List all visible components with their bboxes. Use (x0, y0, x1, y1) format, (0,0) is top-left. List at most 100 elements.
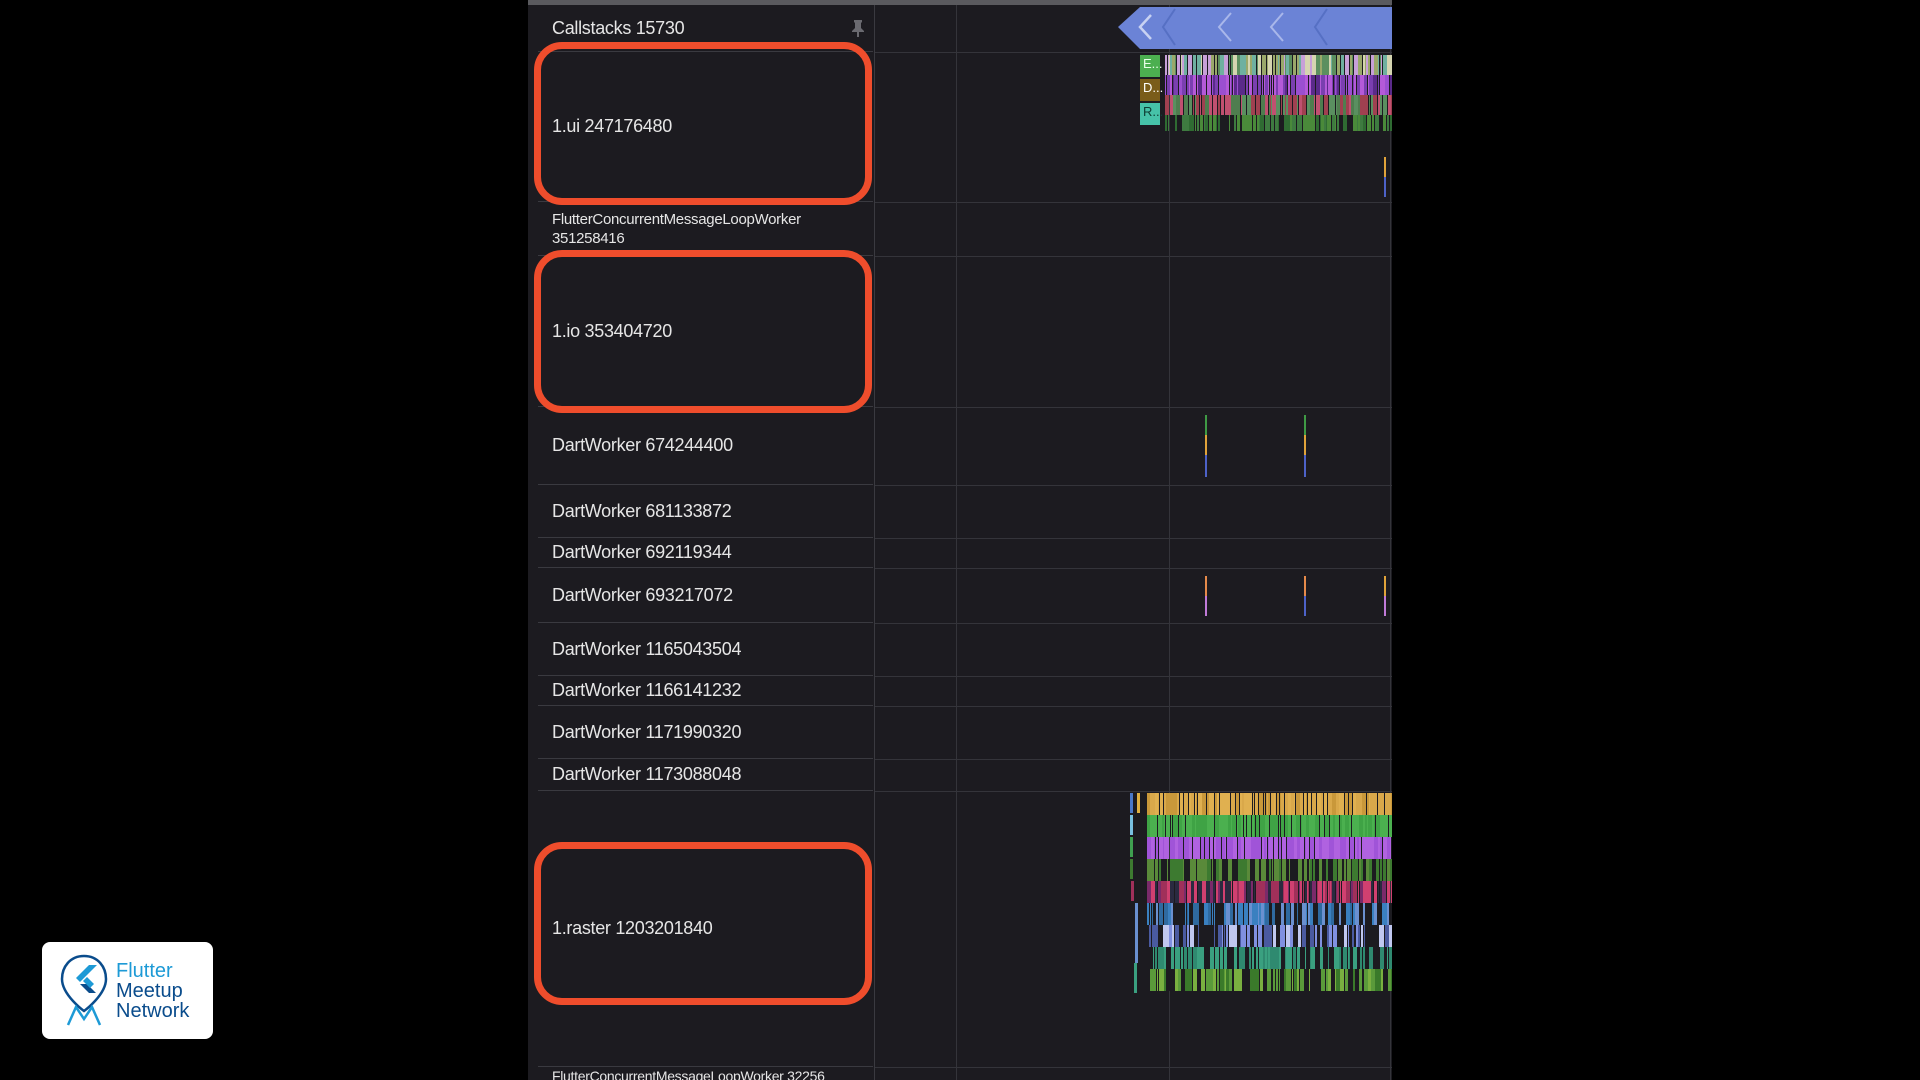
flame-segment (1243, 969, 1247, 991)
column-divider[interactable] (874, 5, 875, 1080)
flame-segment (1248, 903, 1249, 925)
callstack-track[interactable] (875, 5, 1392, 52)
flame-segment (1197, 947, 1200, 969)
flame-segment (1197, 75, 1198, 95)
flame-segment (1313, 903, 1317, 925)
flame-segment (1305, 55, 1306, 75)
flame-segment (1208, 925, 1212, 947)
thread-row-dartworker[interactable]: DartWorker 1165043504 (538, 623, 873, 676)
flame-segment (1330, 815, 1333, 837)
flame-segment (1242, 75, 1245, 95)
flame-segment (1188, 947, 1192, 969)
frame-event[interactable]: R... (1140, 103, 1163, 125)
flame-segment (1241, 95, 1242, 115)
flame-segment (1316, 969, 1320, 991)
ui-flame-chart[interactable] (875, 52, 1392, 202)
flame-segment (1188, 55, 1192, 75)
flame-segment (1201, 969, 1205, 991)
flame-segment (1230, 75, 1231, 95)
flame-segment (1391, 881, 1392, 903)
thread-row-concurrent-worker[interactable]: FlutterConcurrentMessageLoopWorker 35125… (538, 202, 873, 256)
thread-row-dartworker[interactable]: DartWorker 1166141232 (538, 676, 873, 706)
flame-segment (1306, 837, 1308, 859)
flame-segment (1234, 75, 1237, 95)
thread-row-raster[interactable]: 1.raster 1203201840 (538, 791, 873, 1067)
frame-event[interactable]: D... (1140, 79, 1163, 101)
frame-event[interactable]: E... (1140, 55, 1163, 77)
flame-segment (1282, 837, 1286, 859)
flame-segment (1197, 55, 1201, 75)
flame-segment (1325, 969, 1326, 991)
flame-segment (1312, 55, 1316, 75)
flame-segment (1309, 859, 1310, 881)
flame-segment (1233, 903, 1235, 925)
flame-segment (1187, 881, 1191, 903)
track-area[interactable]: E... D... R... (875, 5, 1392, 1080)
flame-segment (1237, 925, 1239, 947)
flame-segment (1157, 903, 1158, 925)
flame-segment (1246, 55, 1248, 75)
flame-segment (1350, 55, 1352, 75)
flame-segment (1238, 947, 1239, 969)
flame-segment (1198, 925, 1199, 947)
flame-segment (1382, 793, 1384, 815)
flame-segment (1219, 75, 1221, 95)
flame-segment (1301, 947, 1305, 969)
flame-segment (1345, 793, 1348, 815)
flame-segment (1220, 947, 1223, 969)
flame-segment (1292, 815, 1296, 837)
flame-segment (1297, 55, 1299, 75)
raster-flame-chart[interactable] (875, 791, 1392, 1067)
flame-segment (1233, 837, 1236, 859)
flame-segment (1150, 859, 1152, 881)
flame-segment (1372, 815, 1374, 837)
flame-segment (1256, 815, 1259, 837)
flame-segment (1158, 881, 1161, 903)
flame-segment (1164, 815, 1165, 837)
flame-segment (1356, 925, 1358, 947)
flame-segment (1170, 881, 1174, 903)
flame-segment (1327, 75, 1328, 95)
flame-segment (1326, 903, 1327, 925)
flame-segment (1269, 115, 1270, 131)
flame-segment (1208, 969, 1209, 991)
flame-segment (1383, 859, 1386, 881)
thread-row-dartworker[interactable]: DartWorker 674244400 (538, 407, 873, 485)
flame-segment (1270, 75, 1271, 95)
flame-segment (1239, 815, 1241, 837)
thread-row-concurrent-worker[interactable]: FlutterConcurrentMessageLoopWorker 32256 (538, 1067, 873, 1080)
flame-segment (1342, 859, 1343, 881)
flame-segment (1331, 881, 1332, 903)
flame-segment (1263, 859, 1265, 881)
thread-row-dartworker[interactable]: DartWorker 692119344 (538, 538, 873, 568)
flame-segment (1306, 903, 1307, 925)
thread-row-dartworker[interactable]: DartWorker 681133872 (538, 485, 873, 538)
thread-row-dartworker[interactable]: DartWorker 1173088048 (538, 759, 873, 791)
flame-segment (1336, 859, 1337, 881)
thread-row-callstacks[interactable]: Callstacks 15730 (538, 5, 873, 52)
flame-segment (1157, 793, 1158, 815)
flame-segment (1224, 115, 1228, 131)
flame-segment (1152, 903, 1153, 925)
flame-segment (1151, 881, 1155, 903)
flame-segment (1175, 925, 1179, 947)
flame-segment (1188, 969, 1192, 991)
flame-segment (1300, 969, 1304, 991)
flame-segment (1195, 925, 1198, 947)
dartworker-events[interactable] (875, 568, 1392, 623)
thread-row-dartworker[interactable]: DartWorker 693217072 (538, 568, 873, 623)
flame-segment (1380, 55, 1381, 75)
flame-segment (1273, 55, 1275, 75)
timeline-scrollbar[interactable] (528, 0, 1392, 5)
flame-segment (1262, 55, 1266, 75)
flame-segment (1262, 837, 1264, 859)
flame-segment (1307, 859, 1309, 881)
dartworker-events[interactable] (875, 407, 1392, 485)
flame-segment (1300, 837, 1304, 859)
flame-segment (1320, 925, 1322, 947)
pin-icon[interactable] (851, 19, 865, 37)
thread-row-dartworker[interactable]: DartWorker 1171990320 (538, 706, 873, 759)
thread-label: DartWorker 1173088048 (552, 764, 742, 784)
flame-segment (1381, 837, 1382, 859)
flame-segment (1266, 859, 1269, 881)
